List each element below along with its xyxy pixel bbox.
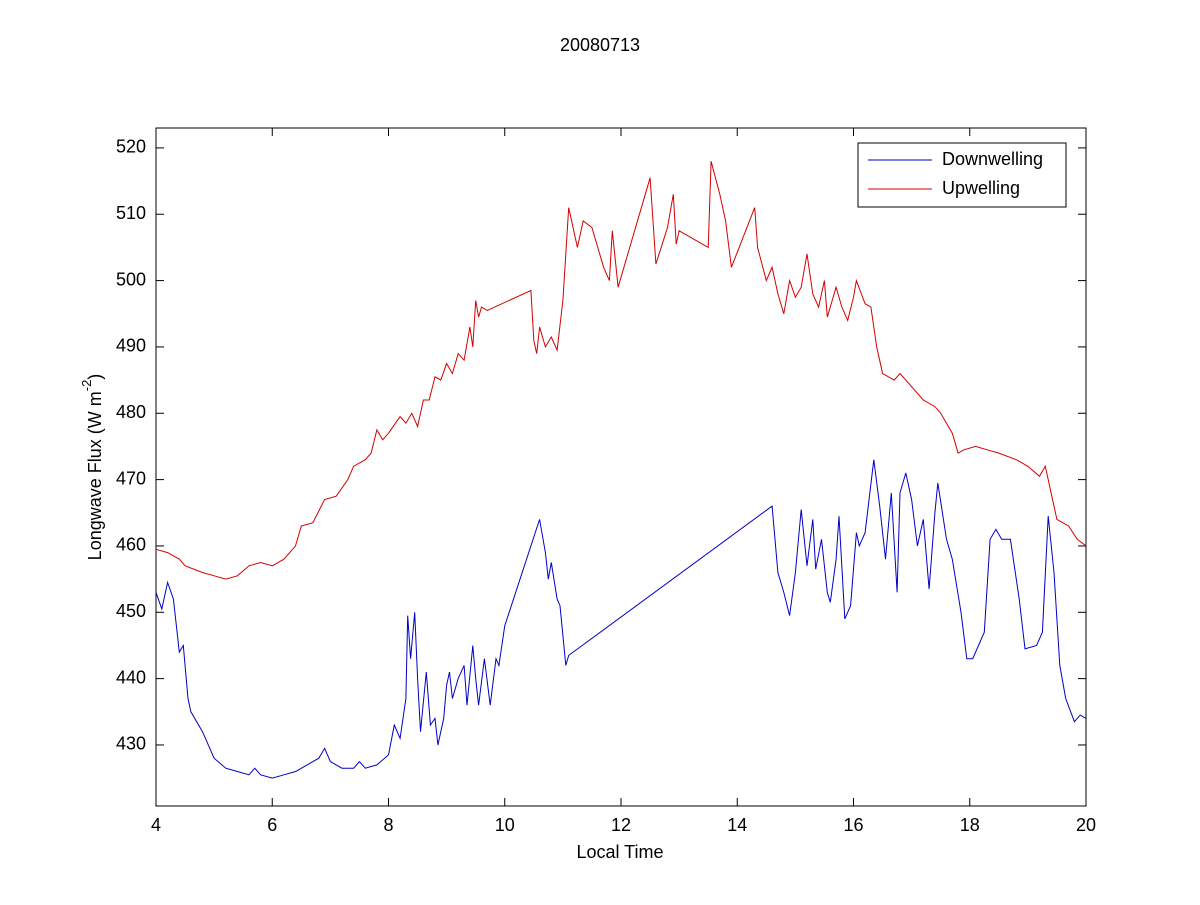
data-line	[155, 459, 1087, 779]
y-tick-label: 500	[116, 269, 146, 289]
y-tick-label: 460	[116, 535, 146, 555]
x-tick-label: 12	[611, 815, 631, 835]
y-tick-label: 470	[116, 468, 146, 488]
y-axis-label: Longwave Flux (W m-2)	[79, 374, 104, 561]
y-tick-label: 440	[116, 667, 146, 687]
legend-label: Downwelling	[942, 149, 1043, 169]
x-tick-label: 20	[1076, 815, 1096, 835]
legend-label: Upwelling	[942, 178, 1020, 198]
chart-title: 20080713	[560, 35, 640, 55]
y-tick-label: 450	[116, 601, 146, 621]
y-tick-label: 480	[116, 402, 146, 422]
x-tick-label: 16	[843, 815, 863, 835]
x-tick-label: 18	[960, 815, 980, 835]
x-tick-label: 6	[267, 815, 277, 835]
x-tick-label: 8	[383, 815, 393, 835]
x-tick-label: 10	[495, 815, 515, 835]
legend-box	[857, 142, 1067, 208]
plot-area	[155, 127, 1087, 807]
x-tick-label: 14	[727, 815, 747, 835]
legend: Downwelling Upwelling	[857, 142, 1067, 208]
y-tick-label: 520	[116, 137, 146, 157]
y-axis-label-close: )	[85, 374, 105, 380]
data-line	[155, 161, 1087, 580]
y-axis-label-sup: -2	[79, 380, 94, 392]
y-tick-label: 490	[116, 336, 146, 356]
y-tick-label: 510	[116, 203, 146, 223]
x-tick-label: 4	[151, 815, 161, 835]
x-axis-label: Local Time	[576, 842, 663, 862]
y-axis-label-text: Longwave Flux (W m	[85, 391, 105, 560]
y-tick-label: 430	[116, 734, 146, 754]
